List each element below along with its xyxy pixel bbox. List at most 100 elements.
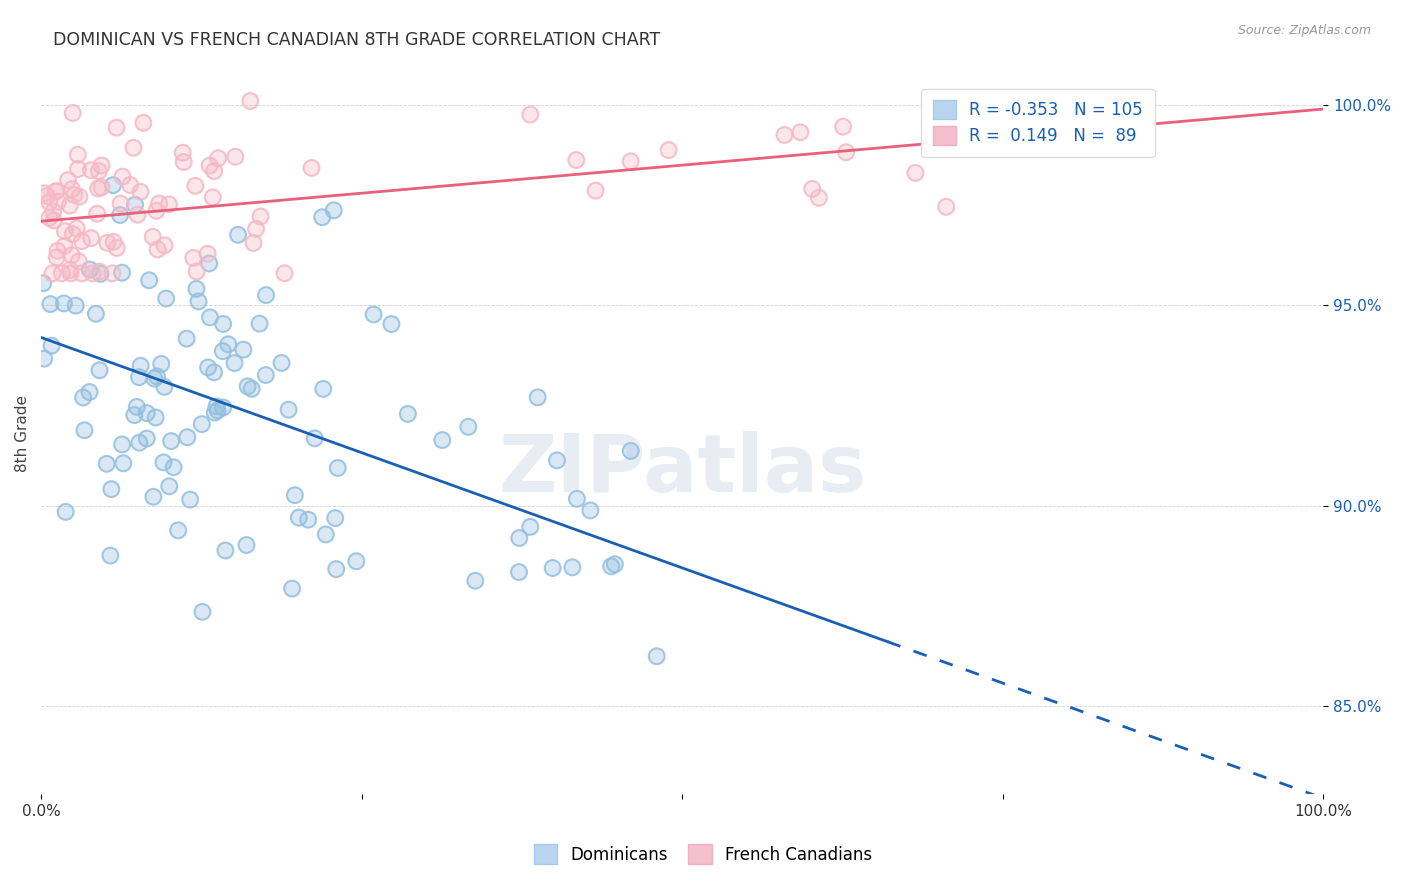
Point — [160, 434, 183, 448]
Point — [129, 359, 152, 373]
Point — [645, 649, 668, 664]
Point — [167, 524, 190, 538]
Point — [32, 276, 55, 290]
Point — [579, 503, 602, 517]
Point — [301, 161, 323, 175]
Point — [90, 158, 112, 172]
Point — [254, 368, 277, 382]
Point — [53, 239, 76, 253]
Point — [150, 357, 173, 371]
Point — [297, 513, 319, 527]
Point — [111, 437, 134, 451]
Point — [59, 266, 82, 280]
Point — [155, 292, 177, 306]
Point — [124, 198, 146, 212]
Point — [249, 210, 271, 224]
Point — [301, 161, 323, 175]
Point — [801, 182, 824, 196]
Point — [145, 410, 167, 425]
Point — [835, 145, 858, 160]
Point — [284, 488, 307, 502]
Point — [38, 195, 60, 210]
Point — [184, 178, 207, 193]
Point — [135, 406, 157, 420]
Point — [212, 344, 235, 359]
Point — [344, 554, 367, 568]
Point — [152, 455, 174, 469]
Point — [789, 125, 811, 139]
Point — [118, 178, 141, 192]
Point — [157, 197, 180, 211]
Point — [561, 560, 583, 574]
Point — [284, 488, 307, 502]
Point — [100, 482, 122, 496]
Point — [270, 356, 292, 370]
Point — [128, 435, 150, 450]
Point — [773, 128, 796, 142]
Point — [87, 181, 110, 195]
Point — [565, 153, 588, 167]
Point — [96, 235, 118, 250]
Point — [148, 196, 170, 211]
Point — [197, 360, 219, 375]
Point — [80, 163, 103, 178]
Point — [173, 155, 195, 169]
Point — [148, 196, 170, 211]
Point — [935, 200, 957, 214]
Point — [142, 230, 165, 244]
Point — [224, 150, 246, 164]
Point — [142, 490, 165, 504]
Point — [152, 455, 174, 469]
Point — [87, 164, 110, 178]
Point — [125, 400, 148, 414]
Point — [249, 317, 271, 331]
Point — [129, 185, 152, 199]
Point — [89, 363, 111, 377]
Point — [105, 241, 128, 255]
Point — [62, 227, 84, 241]
Point — [519, 107, 541, 121]
Point — [205, 400, 228, 414]
Point — [245, 222, 267, 236]
Point — [122, 141, 145, 155]
Point — [70, 234, 93, 248]
Point — [179, 492, 201, 507]
Point — [66, 147, 89, 161]
Point — [603, 558, 626, 572]
Point — [138, 273, 160, 287]
Point — [96, 235, 118, 250]
Point — [457, 419, 479, 434]
Point — [565, 153, 588, 167]
Point — [124, 408, 146, 422]
Point — [96, 457, 118, 471]
Point — [312, 382, 335, 396]
Point — [789, 125, 811, 139]
Point — [212, 401, 235, 415]
Point — [326, 461, 349, 475]
Point — [56, 173, 79, 187]
Point — [232, 343, 254, 357]
Point — [56, 173, 79, 187]
Point — [67, 189, 90, 203]
Point — [254, 368, 277, 382]
Point — [45, 185, 67, 199]
Point — [323, 511, 346, 525]
Point — [41, 266, 63, 280]
Point — [202, 365, 225, 379]
Point — [179, 492, 201, 507]
Point — [217, 337, 239, 351]
Point — [235, 538, 257, 552]
Point — [128, 435, 150, 450]
Point — [603, 558, 626, 572]
Point — [42, 213, 65, 227]
Point — [322, 203, 344, 218]
Point — [60, 248, 83, 262]
Point — [232, 343, 254, 357]
Point — [801, 182, 824, 196]
Point — [254, 288, 277, 302]
Point — [323, 511, 346, 525]
Point — [380, 317, 402, 331]
Point — [129, 185, 152, 199]
Point — [145, 203, 167, 218]
Point — [80, 163, 103, 178]
